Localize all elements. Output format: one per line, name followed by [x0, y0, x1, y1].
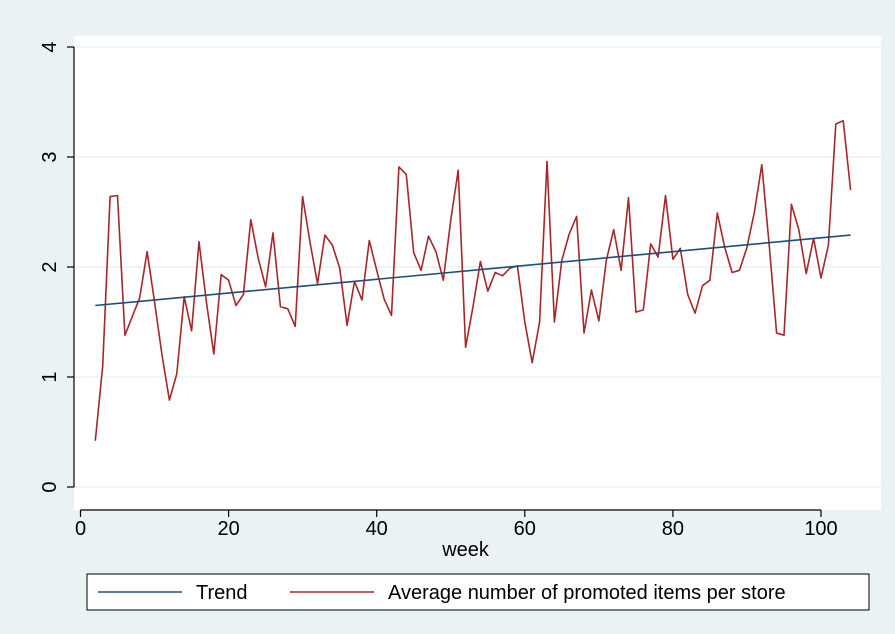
y-tick-label-2: 2: [39, 261, 61, 272]
x-ticks: 0 20 40 60 80 100: [75, 510, 838, 540]
y-tick-label-4: 4: [39, 41, 61, 52]
legend-label-average: Average number of promoted items per sto…: [388, 582, 786, 604]
x-axis-title: week: [441, 539, 490, 561]
x-tick-label-0: 0: [75, 518, 86, 540]
y-tick-label-3: 3: [39, 151, 61, 162]
legend-label-trend: Trend: [196, 582, 248, 604]
plot-area: [74, 36, 881, 510]
x-tick-label-4: 80: [662, 518, 684, 540]
x-tick-label-1: 20: [217, 518, 239, 540]
y-ticks: 0 1 2 3 4: [39, 41, 74, 492]
x-tick-label-3: 60: [514, 518, 536, 540]
y-tick-label-0: 0: [39, 481, 61, 492]
x-tick-label-2: 40: [366, 518, 388, 540]
y-tick-label-1: 1: [39, 371, 61, 382]
legend: Trend Average number of promoted items p…: [87, 574, 869, 610]
x-tick-label-5: 100: [804, 518, 837, 540]
